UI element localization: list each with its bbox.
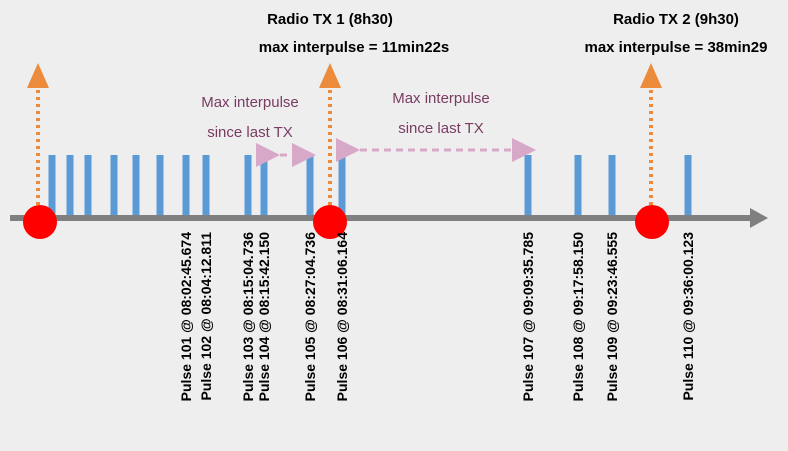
tx-point (635, 205, 669, 239)
pulse-bar (132, 155, 140, 217)
pulse-label: Pulse 109 @ 09:23:46.555 (604, 232, 620, 402)
pulse-bar (110, 155, 118, 217)
pulse-label: Pulse 103 @ 08:15:04.736 (240, 232, 256, 402)
pulse-bar (84, 155, 92, 217)
annotation: since last TX (207, 124, 293, 141)
pulse-label: Pulse 106 @ 08:31:06.164 (334, 232, 350, 402)
pulse-labels: Pulse 101 @ 08:02:45.674 Pulse 102 @ 08:0… (178, 232, 696, 402)
tx-point (313, 205, 347, 239)
pulse-bars (48, 155, 692, 217)
pulse-bar (524, 155, 532, 217)
tx-arrows (23, 63, 669, 239)
tx-arrowhead (319, 63, 341, 88)
pulse-label: Pulse 108 @ 09:17:58.150 (570, 232, 586, 402)
pulse-bar (48, 155, 56, 217)
pulse-bar (202, 155, 210, 217)
tx-arrowhead (640, 63, 662, 88)
pulse-bar (244, 155, 252, 217)
pulse-bar (338, 155, 346, 217)
tx-title: Radio TX 2 (9h30) (613, 11, 739, 28)
tx-title: Radio TX 1 (8h30) (267, 11, 393, 28)
annotation: Max interpulse (392, 90, 490, 107)
pulse-label: Pulse 110 @ 09:36:00.123 (680, 232, 696, 401)
pulse-label: Pulse 102 @ 08:04:12.811 (198, 232, 214, 401)
pulse-bar (182, 155, 190, 217)
pulse-bar (306, 155, 314, 217)
pulse-bar (260, 155, 268, 217)
pulse-bar (156, 155, 164, 217)
pulse-bar (608, 155, 616, 217)
pulse-label: Pulse 101 @ 08:02:45.674 (178, 232, 194, 402)
annotation: since last TX (398, 120, 484, 137)
pulse-label: Pulse 104 @ 08:15:42.150 (256, 232, 272, 402)
pulse-label: Pulse 107 @ 09:09:35.785 (520, 232, 536, 402)
pulse-bar (684, 155, 692, 217)
tx-detail: max interpulse = 38min29 (584, 39, 767, 56)
tx-arrowhead (27, 63, 49, 88)
pulse-bar (66, 155, 74, 217)
axis-arrowhead (750, 208, 768, 228)
tx-detail: max interpulse = 11min22s (259, 39, 450, 56)
tx-point (23, 205, 57, 239)
annotation: Max interpulse (201, 94, 299, 111)
pulse-label: Pulse 105 @ 08:27:04.736 (302, 232, 318, 402)
pulse-bar (574, 155, 582, 217)
